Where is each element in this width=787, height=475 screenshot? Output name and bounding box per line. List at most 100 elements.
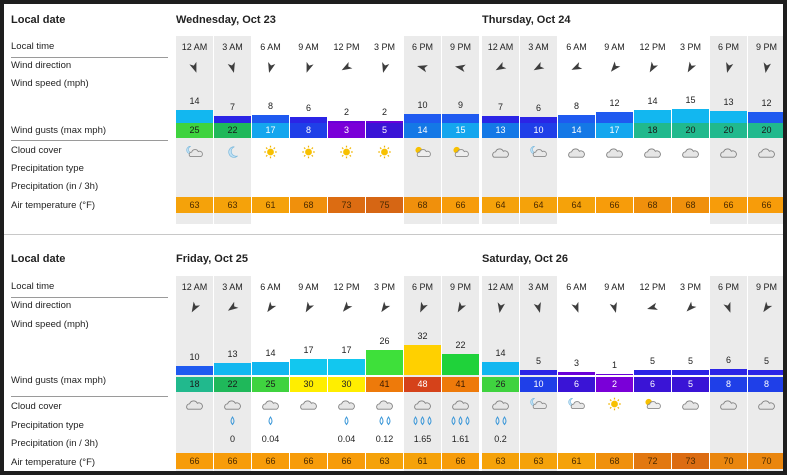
wind-gust-cell: 22 (214, 377, 251, 392)
wind-gust-cell: 8 (710, 377, 747, 392)
wind-speed-bar (596, 374, 633, 375)
cloud-cover-label: Cloud cover (11, 145, 62, 156)
label-divider (11, 396, 168, 397)
air-temperature-cell: 68 (404, 197, 441, 213)
wind-speed-bar (748, 370, 783, 375)
wind-speed-value: 7 (497, 102, 503, 113)
label-divider (11, 140, 168, 141)
forecast-column: 9 AM 6 8 68 (290, 36, 327, 224)
time-label: 12 AM (487, 282, 514, 292)
cloud-icon (757, 397, 776, 411)
wind-speed-bar (176, 365, 213, 375)
time-label: 9 PM (449, 282, 471, 292)
air-temperature-cell: 66 (748, 197, 783, 213)
wind-speed-bar (328, 358, 365, 375)
cloud-icon (605, 145, 624, 159)
time-label: 12 AM (181, 282, 208, 292)
moon-icon (223, 145, 242, 159)
wind-gust-cell: 17 (596, 123, 633, 138)
local-time-label: Local time (11, 41, 55, 52)
wind-direction-arrow-icon (302, 61, 315, 74)
wind-direction-arrow-icon (608, 61, 621, 74)
forecast-column: 3 AM 7 22 63 (214, 36, 251, 224)
wind-speed-value: 12 (761, 97, 772, 108)
cloud-icon (567, 145, 586, 159)
forecast-column: 6 PM 32 48 1.65 61 (404, 276, 441, 471)
moon-cloud-icon (185, 145, 204, 159)
air-temperature-cell: 73 (328, 197, 365, 213)
time-label: 12 PM (639, 282, 666, 292)
wind-gust-cell: 20 (672, 123, 709, 138)
time-label: 9 AM (604, 42, 625, 52)
cloud-icon (185, 397, 204, 411)
forecast-column: 12 PM 5 6 72 (634, 276, 671, 471)
time-label: 6 AM (566, 42, 587, 52)
air-temperature-cell: 63 (482, 453, 519, 469)
wind-speed-bar (214, 362, 251, 375)
wind-speed-value: 5 (649, 356, 655, 367)
wind-direction-arrow-icon (188, 61, 201, 74)
day-header: Friday, Oct 25 (176, 253, 248, 265)
time-label: 6 AM (260, 282, 281, 292)
time-label: 3 AM (528, 42, 549, 52)
drops-2-icon (482, 416, 519, 429)
air-temperature-cell: 64 (482, 197, 519, 213)
cloud-icon (375, 397, 394, 411)
wind-gust-cell: 10 (520, 123, 557, 138)
wind-speed-bar (520, 370, 557, 375)
wind-speed-value: 10 (417, 99, 428, 110)
wind-speed-value: 22 (455, 340, 466, 351)
wind-speed-bar (290, 358, 327, 375)
wind-direction-arrow-icon (416, 61, 429, 74)
wind-speed-value: 14 (265, 347, 276, 358)
cloud-icon (223, 397, 242, 411)
sun-cloud-icon (643, 397, 662, 411)
wind-speed-value: 17 (303, 344, 314, 355)
air-temperature-cell: 68 (290, 197, 327, 213)
cloud-icon (681, 145, 700, 159)
forecast-column: 12 AM 14 25 63 (176, 36, 213, 224)
wind-direction-arrow-icon (684, 61, 697, 74)
wind-gust-cell: 14 (404, 123, 441, 138)
wind-direction-arrow-icon (188, 301, 201, 314)
wind-speed-value: 2 (343, 107, 349, 118)
precipitation-value: 1.65 (413, 434, 432, 444)
time-label: 9 PM (755, 282, 777, 292)
wind-direction-arrow-icon (646, 301, 659, 314)
time-label: 9 PM (755, 42, 777, 52)
moon-cloud-icon (529, 145, 548, 159)
cloud-icon (643, 145, 662, 159)
time-label: 9 AM (298, 282, 319, 292)
air-temperature-cell: 68 (672, 197, 709, 213)
cloud-icon (413, 397, 432, 411)
sun-icon (261, 145, 280, 159)
precipitation-value: 0.2 (494, 434, 507, 444)
air-temperature-cell: 66 (252, 453, 289, 469)
wind-speed-bar (672, 370, 709, 375)
time-label: 12 PM (333, 42, 360, 52)
wind-gust-cell: 5 (672, 377, 709, 392)
wind-direction-arrow-icon (494, 61, 507, 74)
forecast-column: 3 PM 5 5 73 (672, 276, 709, 471)
air-temperature-cell: 70 (710, 453, 747, 469)
time-label: 12 AM (181, 42, 208, 52)
forecast-column: 6 PM 13 20 66 (710, 36, 747, 224)
wind-gust-cell: 14 (558, 123, 595, 138)
wind-gusts-label: Wind gusts (max mph) (11, 125, 107, 136)
time-label: 12 AM (487, 42, 514, 52)
wind-speed-value: 2 (381, 107, 387, 118)
wind-speed-bar (520, 117, 557, 123)
wind-speed-value: 8 (267, 101, 273, 112)
drops-3-icon (404, 416, 441, 429)
wind-direction-arrow-icon (340, 301, 353, 314)
cloud-cover-label: Cloud cover (11, 401, 62, 412)
wind-speed-bar (634, 370, 671, 375)
forecast-block: Local date Local time Wind direction Wind s… (4, 4, 783, 224)
time-label: 6 AM (260, 42, 281, 52)
moon-cloud-icon (567, 397, 586, 411)
forecast-column: 6 AM 8 14 64 (558, 36, 595, 224)
forecast-column: 12 PM 2 3 73 (328, 36, 365, 224)
time-label: 9 AM (298, 42, 319, 52)
local-date-label: Local date (11, 14, 66, 26)
precipitation-value: 1.61 (451, 434, 470, 444)
